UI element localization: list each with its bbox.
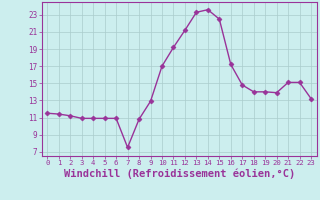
X-axis label: Windchill (Refroidissement éolien,°C): Windchill (Refroidissement éolien,°C) — [64, 169, 295, 179]
